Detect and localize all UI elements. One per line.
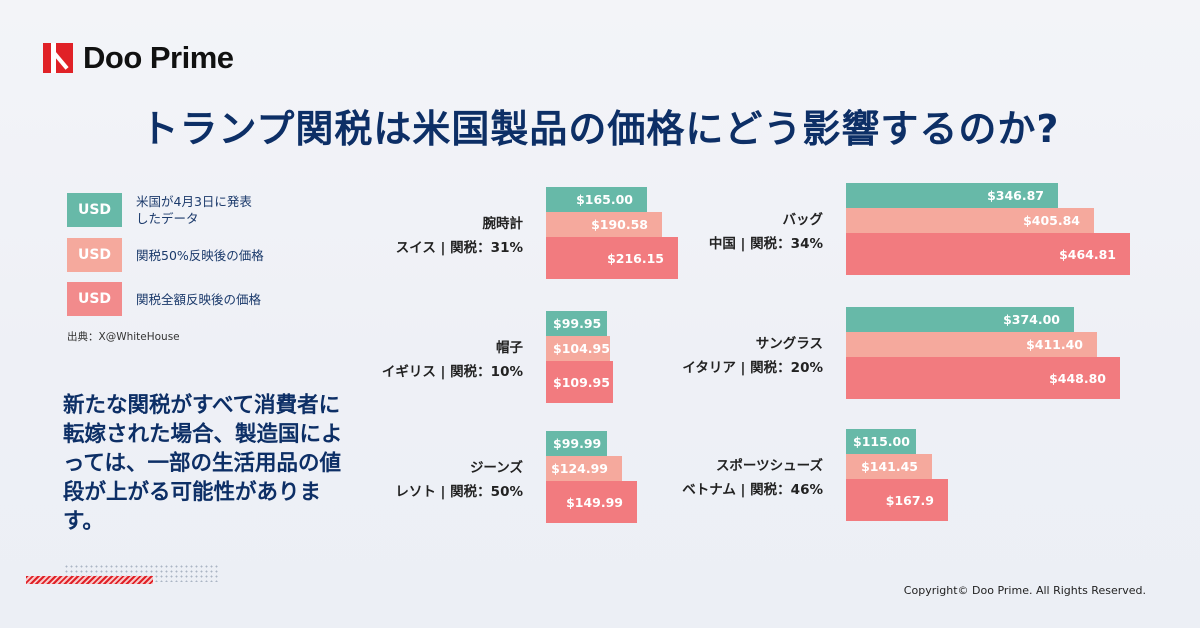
origin-tariff: スイス | 関税：31% — [395, 240, 523, 256]
legend-label: 関税全額反映後の価格 — [136, 291, 262, 307]
bar: $109.95 — [546, 361, 613, 403]
summary-note: 新たな関税がすべて消費者に転嫁された場合、製造国によっては、一部の生活用品の値段… — [63, 393, 343, 534]
bar: $99.99 — [546, 431, 607, 456]
copyright: Copyright© Doo Prime. All Rights Reserve… — [903, 584, 1146, 597]
origin-tariff: ベトナム | 関税：46% — [682, 482, 823, 498]
bar: $190.58 — [546, 212, 662, 237]
bar: $141.45 — [846, 454, 932, 479]
decorative-stripe — [26, 576, 153, 584]
bar: $411.40 — [846, 332, 1097, 357]
bar: $346.87 — [846, 183, 1058, 208]
source-citation: 出典：X@WhiteHouse — [67, 331, 180, 343]
bar: $167.9 — [846, 479, 948, 521]
legend-label: 米国が4月3日に発表したデータ — [136, 194, 252, 226]
bar: $165.00 — [546, 187, 647, 212]
doo-prime-logo-icon — [43, 43, 73, 73]
bar: $104.95 — [546, 336, 610, 361]
bar: $115.00 — [846, 429, 916, 454]
origin-tariff: レソト | 関税：50% — [395, 484, 523, 500]
item-name: サングラス — [755, 336, 823, 352]
legend-swatch: USD — [67, 282, 122, 316]
legend-swatch: USD — [67, 193, 122, 227]
legend-item-announced: USD 米国が4月3日に発表したデータ — [67, 193, 256, 227]
item-name: ジーンズ — [469, 460, 523, 476]
legend-item-full: USD 関税全額反映後の価格 — [67, 282, 296, 316]
legend-item-50pct: USD 関税50%反映後の価格 — [67, 238, 296, 272]
page-title: トランプ関税は米国製品の価格にどう影響するのか? — [140, 107, 1060, 151]
group-label: スポーツシューズベトナム | 関税：46% — [682, 454, 823, 502]
brand-logo: Doo Prime — [43, 40, 234, 76]
item-name: 帽子 — [496, 340, 523, 356]
origin-tariff: 中国 | 関税：34% — [708, 236, 823, 252]
group-label: バッグ中国 | 関税：34% — [709, 208, 823, 256]
item-name: バッグ — [782, 212, 824, 228]
bar: $374.00 — [846, 307, 1074, 332]
group-label: サングラスイタリア | 関税：20% — [682, 332, 823, 380]
legend-label: 関税50%反映後の価格 — [136, 247, 264, 263]
brand-name: Doo Prime — [83, 40, 234, 75]
bar: $124.99 — [546, 456, 622, 481]
group-label: 帽子イギリス | 関税：10% — [382, 336, 523, 384]
bar: $464.81 — [846, 233, 1130, 275]
origin-tariff: イタリア | 関税：20% — [682, 360, 823, 376]
group-label: ジーンズレソト | 関税：50% — [395, 456, 523, 504]
item-name: スポーツシューズ — [715, 458, 823, 474]
legend-swatch: USD — [67, 238, 122, 272]
bar: $448.80 — [846, 357, 1120, 399]
bar: $99.95 — [546, 311, 607, 336]
bar: $149.99 — [546, 481, 637, 523]
origin-tariff: イギリス | 関税：10% — [381, 364, 523, 380]
group-label: 腕時計スイス | 関税：31% — [396, 212, 523, 260]
item-name: 腕時計 — [482, 216, 524, 232]
bar: $216.15 — [546, 237, 678, 279]
bar: $405.84 — [846, 208, 1094, 233]
